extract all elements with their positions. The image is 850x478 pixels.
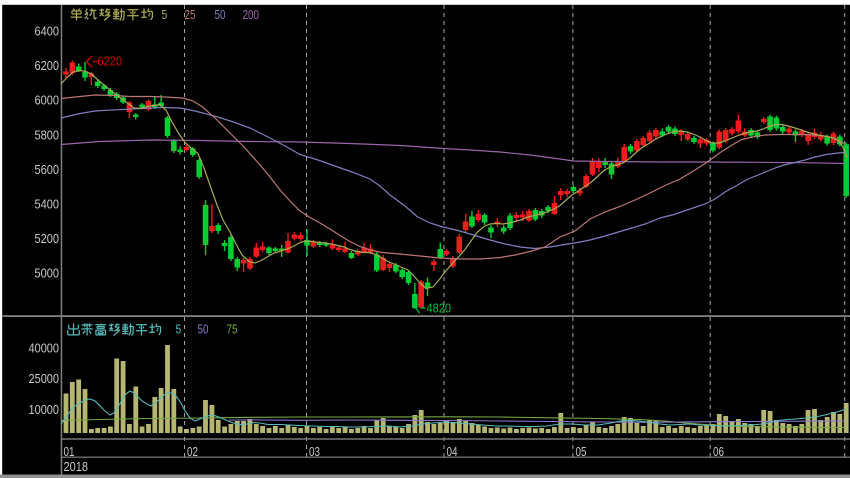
svg-text:10000: 10000 xyxy=(29,402,60,417)
svg-text:02: 02 xyxy=(187,444,198,459)
svg-text:01: 01 xyxy=(64,444,75,459)
svg-text:6200: 6200 xyxy=(35,58,60,73)
svg-text:6000: 6000 xyxy=(35,93,60,108)
svg-text:5400: 5400 xyxy=(35,196,60,211)
svg-text:75: 75 xyxy=(227,322,238,337)
svg-text:50: 50 xyxy=(215,7,226,22)
svg-text:5600: 5600 xyxy=(35,162,60,177)
svg-text:03: 03 xyxy=(309,444,320,459)
svg-text:40000: 40000 xyxy=(29,341,60,356)
svg-text:5: 5 xyxy=(176,322,182,337)
svg-text:04: 04 xyxy=(447,444,458,459)
svg-text:4820: 4820 xyxy=(427,301,452,316)
svg-text:2018: 2018 xyxy=(64,459,89,474)
svg-text:25: 25 xyxy=(185,7,196,22)
svg-text:5800: 5800 xyxy=(35,127,60,142)
svg-text:50: 50 xyxy=(198,322,209,337)
svg-text:200: 200 xyxy=(243,7,260,22)
svg-text:6400: 6400 xyxy=(35,24,60,39)
svg-text:5200: 5200 xyxy=(35,231,60,246)
svg-text:06: 06 xyxy=(713,444,724,459)
svg-text:5: 5 xyxy=(162,7,168,22)
svg-text:6220: 6220 xyxy=(98,54,123,69)
svg-text:05: 05 xyxy=(576,444,587,459)
svg-text:5000: 5000 xyxy=(35,266,60,281)
svg-text:25000: 25000 xyxy=(29,371,60,386)
